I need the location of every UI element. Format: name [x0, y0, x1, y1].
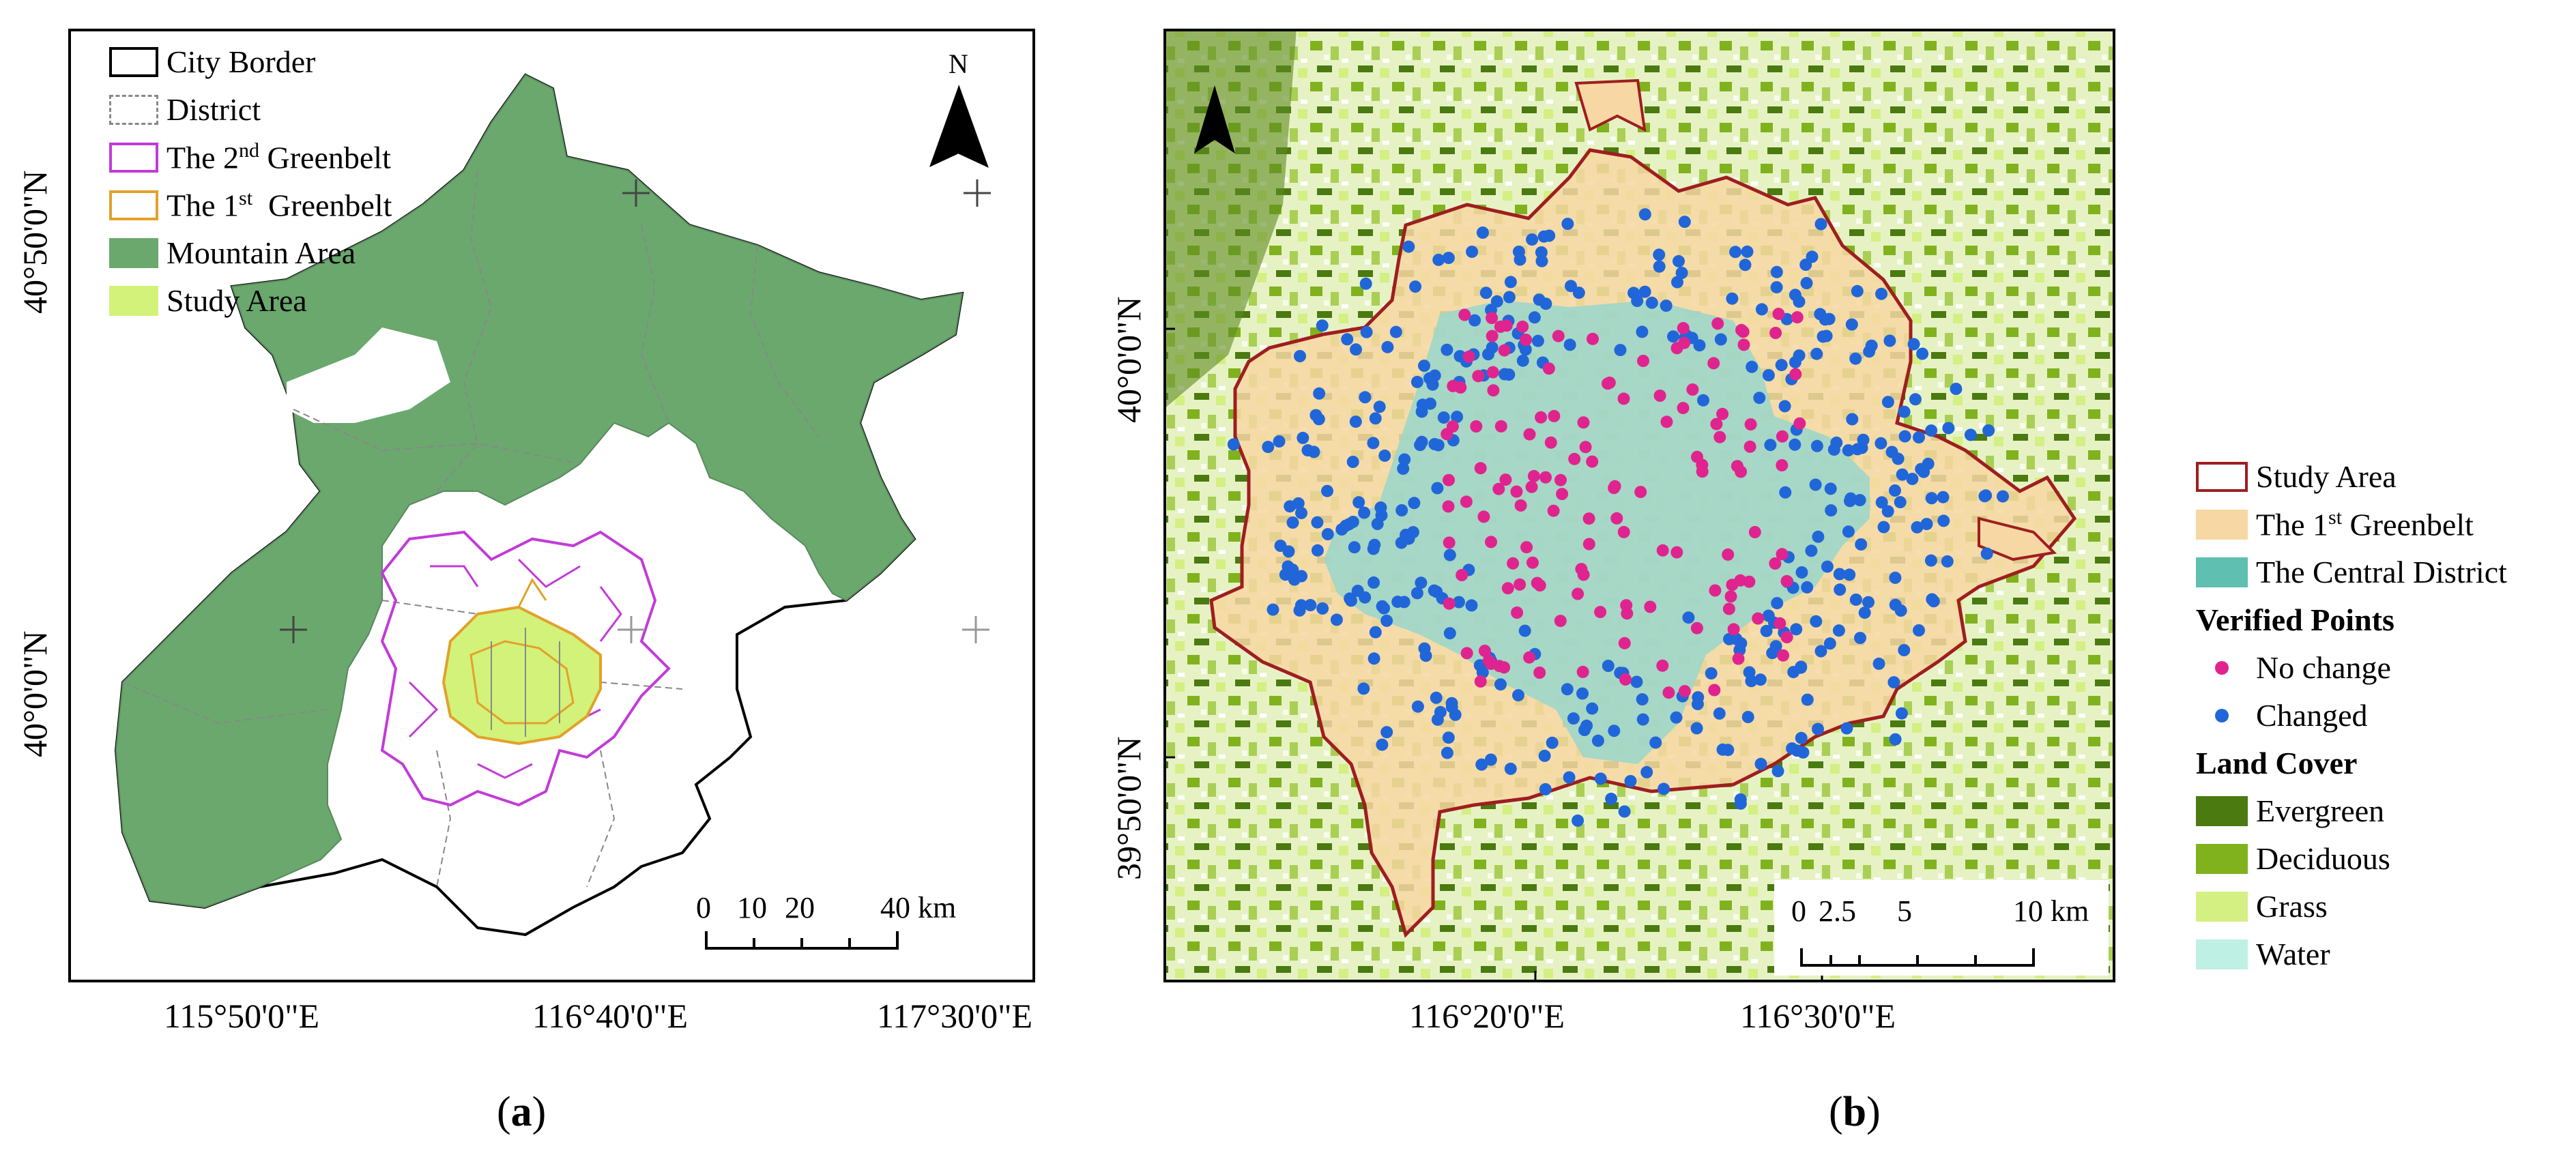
legend-a-label: City Border: [167, 44, 316, 79]
scale-b-5: 5: [1897, 894, 1912, 928]
caption-b: (b): [1829, 1089, 1881, 1135]
legend-b-swatch-grass: [2196, 891, 2248, 922]
legend-b-greenbelt: The 1st Greenbelt: [2196, 506, 2474, 542]
legend-b-label: Evergreen: [2256, 793, 2385, 828]
legend-a-greenbelt2: The 2nd Greenbelt: [109, 139, 391, 175]
legend-b-study-area: Study Area: [2196, 458, 2397, 495]
legend-b-label: The 1st Greenbelt: [2256, 506, 2474, 542]
legend-a-label: District: [167, 92, 261, 127]
legend-b-no-change: No change: [2196, 649, 2391, 686]
legend-b-grass: Grass: [2196, 888, 2328, 924]
lat-label-a-2: 40°0'0"N: [16, 630, 54, 757]
legend-a-swatch-district: [109, 94, 158, 125]
caption-a: (a): [497, 1089, 547, 1135]
legend-b-swatch-study-area: [2196, 461, 2248, 492]
legend-a-swatch-greenbelt2: [109, 142, 158, 173]
legend-b-changed: Changed: [2196, 697, 2368, 733]
legend-a-label: Study Area: [167, 283, 307, 318]
legend-b-marker-changed: [2196, 701, 2248, 731]
legend-b-swatch-deciduous: [2196, 843, 2248, 874]
legend-b-swatch-evergreen: [2196, 795, 2248, 826]
legend-b-water: Water: [2196, 936, 2330, 972]
scale-b-10: 10 km: [2013, 894, 2089, 928]
legend-b-verified-title: Verified Points: [2196, 602, 2394, 637]
legend-a-district: District: [109, 91, 261, 128]
legend-a-swatch-study-area: [109, 285, 158, 316]
legend-b-marker-no-change: [2196, 653, 2248, 683]
scale-b-2_5: 2.5: [1819, 894, 1856, 928]
legend-a-label: The 1st Greenbelt: [167, 187, 392, 223]
legend-b-evergreen: Evergreen: [2196, 793, 2384, 829]
legend-b-deciduous: Deciduous: [2196, 840, 2390, 877]
legend-b-label: Study Area: [2256, 459, 2397, 494]
lat-label-b-1: 40°0'0"N: [1110, 296, 1148, 423]
lon-label-b-2: 116°30'0"E: [1740, 997, 1896, 1035]
legend-b-label: Water: [2256, 937, 2330, 971]
legend-b-label: Deciduous: [2256, 841, 2390, 876]
lon-label-a-1: 115°50'0"E: [164, 997, 320, 1035]
legend-a-mountain: Mountain Area: [109, 235, 356, 271]
legend-a-swatch-city-border: [109, 46, 158, 77]
legend-b-label: Changed: [2256, 698, 2368, 733]
legend-a-swatch-greenbelt1: [109, 190, 158, 220]
legend-b-central: The Central District: [2196, 554, 2507, 590]
legend-a-greenbelt1: The 1st Greenbelt: [109, 187, 392, 223]
legend-b-label: No change: [2256, 650, 2391, 685]
legend-b-swatch-greenbelt: [2196, 509, 2248, 540]
lon-label-a-2: 116°40'0"E: [532, 997, 689, 1035]
lon-label-b-1: 116°20'0"E: [1409, 997, 1565, 1035]
lon-label-a-3: 117°30'0"E: [877, 997, 1033, 1035]
legend-a-study-area: Study Area: [109, 282, 307, 319]
legend-b-label: Grass: [2256, 889, 2328, 924]
legend-b-swatch-central: [2196, 557, 2248, 587]
legend-a-label: The 2nd Greenbelt: [167, 139, 391, 175]
legend-b-label: The Central District: [2256, 555, 2507, 589]
scale-a-0: 0: [696, 891, 711, 924]
legend-b-landcover-title: Land Cover: [2196, 746, 2358, 780]
lat-label-a-1: 40°50'0"N: [16, 170, 54, 314]
scale-a-10: 10: [737, 891, 767, 924]
legend-a-label: Mountain Area: [167, 235, 356, 270]
legend-b-swatch-water: [2196, 939, 2248, 969]
map-b-frame: [1163, 29, 2115, 982]
legend-a-city-border: City Border: [109, 44, 315, 80]
scale-a-40: 40 km: [880, 891, 957, 924]
scale-b-0: 0: [1791, 894, 1806, 928]
north-arrow-a: N: [949, 48, 968, 79]
scale-a-20: 20: [785, 891, 815, 924]
lat-label-b-2: 39°50'0"N: [1110, 736, 1148, 880]
legend-a-swatch-mountain: [109, 237, 158, 268]
